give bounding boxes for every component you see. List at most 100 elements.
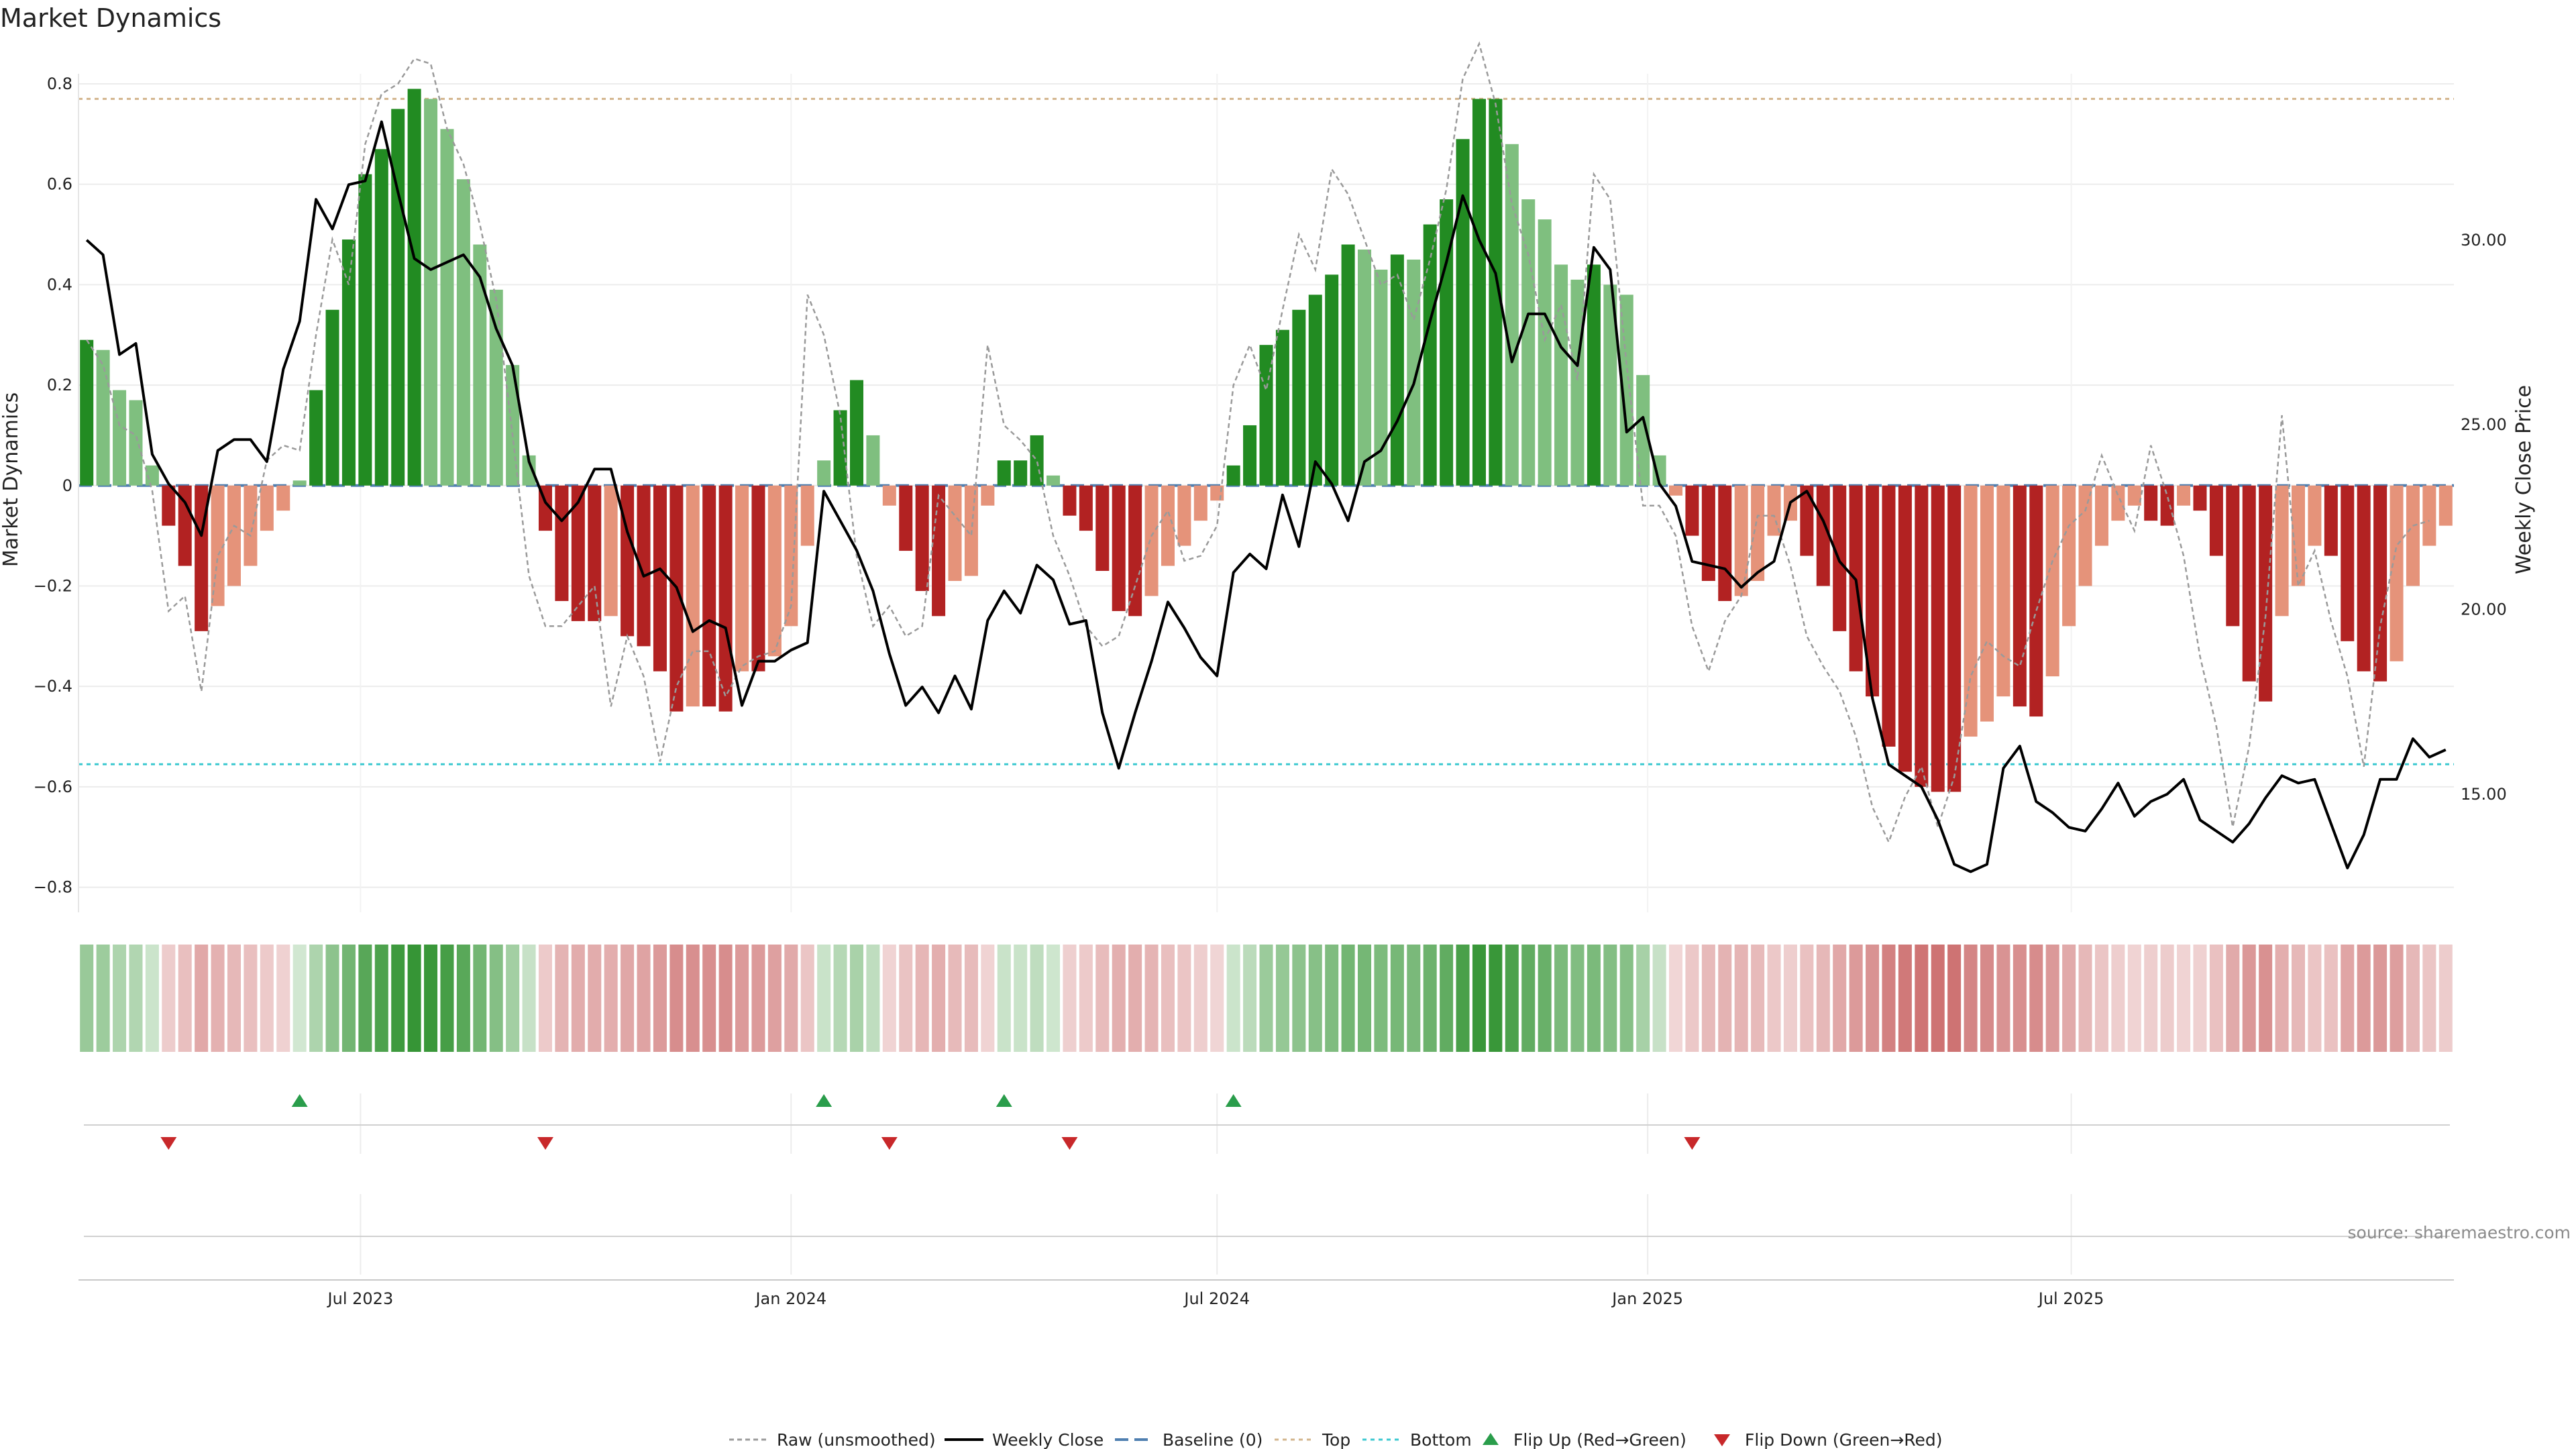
dynamics-bar xyxy=(1193,485,1208,521)
heat-strip-cell xyxy=(1275,945,1289,1052)
flip-down-marker xyxy=(537,1137,553,1150)
heat-strip-cell xyxy=(2111,945,2125,1052)
dynamics-bar xyxy=(1538,219,1552,486)
flip-up-marker xyxy=(1225,1094,1242,1107)
heat-strip-cell xyxy=(358,945,372,1052)
heat-strip-cell xyxy=(784,945,798,1052)
heat-strip-cell xyxy=(1489,945,1503,1052)
dynamics-bar xyxy=(2226,485,2240,627)
heat-strip-cell xyxy=(882,945,896,1052)
heat-strip-cell xyxy=(341,945,356,1052)
dynamics-bar xyxy=(2373,485,2387,682)
dynamics-bar xyxy=(162,485,176,526)
heat-strip-cell xyxy=(866,945,880,1052)
heat-strip-cell xyxy=(456,945,470,1052)
dynamics-bar xyxy=(621,485,635,637)
heat-strip-cell xyxy=(211,945,225,1052)
dynamics-bar xyxy=(1964,485,1978,737)
heat-strip-cell xyxy=(2160,945,2174,1052)
heat-strip-cell xyxy=(1046,945,1061,1052)
y-tick-label: 0 xyxy=(62,476,72,495)
heat-strip-cell xyxy=(1063,945,1077,1052)
heat-strip-cell xyxy=(2012,945,2027,1052)
heat-strip-cell xyxy=(1833,945,1847,1052)
dynamics-bar xyxy=(932,485,946,616)
heat-strip-cell xyxy=(964,945,978,1052)
dynamics-bar xyxy=(424,99,438,486)
heat-strip-cell xyxy=(1144,945,1159,1052)
heat-strip-cell xyxy=(1685,945,1699,1052)
heat-strip-cell xyxy=(1456,945,1470,1052)
dynamics-bar xyxy=(1718,485,1732,601)
heat-strip-cell xyxy=(2127,945,2141,1052)
heat-strip-cell xyxy=(2357,945,2371,1052)
heat-strip-cell xyxy=(915,945,929,1052)
dynamics-bar xyxy=(1603,284,1617,486)
heat-strip-cell xyxy=(1079,945,1093,1052)
heat-strip-cell xyxy=(686,945,700,1052)
dynamics-bar xyxy=(1898,485,1912,772)
dynamics-bar xyxy=(1243,425,1257,486)
dynamics-bar xyxy=(669,485,684,712)
dynamics-bar xyxy=(1701,485,1715,581)
dynamics-bar xyxy=(489,289,503,486)
dynamics-bar xyxy=(1931,485,1945,792)
heat-strip-cell xyxy=(1783,945,1797,1052)
y-tick-label: −0.4 xyxy=(34,677,72,696)
heat-strip-cell xyxy=(981,945,995,1052)
right-axis-label: Weekly Close Price xyxy=(2512,385,2536,574)
heat-strip-cell xyxy=(2438,945,2453,1052)
heat-strip-cell xyxy=(1193,945,1208,1052)
heat-strip-cell xyxy=(1210,945,1224,1052)
heat-strip-cell xyxy=(2045,945,2059,1052)
dynamics-bar xyxy=(1374,269,1388,486)
heat-strip-cell xyxy=(178,945,192,1052)
heat-strip-cell xyxy=(2078,945,2092,1052)
dynamics-bar xyxy=(1325,274,1339,486)
dynamics-bar xyxy=(129,400,143,486)
dynamics-bar xyxy=(309,390,323,486)
flip-down-marker xyxy=(1061,1137,1078,1150)
y-tick-label: −0.2 xyxy=(34,576,72,595)
dynamics-bar xyxy=(1095,485,1110,572)
dynamics-bar xyxy=(1161,485,1175,566)
dynamics-bar xyxy=(1014,460,1028,486)
dynamics-bar xyxy=(113,390,127,486)
heat-strip-cell xyxy=(1358,945,1372,1052)
heat-strip-cell xyxy=(522,945,536,1052)
dynamics-bar xyxy=(1685,485,1699,536)
dynamics-bar xyxy=(604,485,618,616)
dynamics-bar xyxy=(341,239,356,486)
dynamics-bar xyxy=(1407,259,1421,486)
dynamics-bar xyxy=(2275,485,2289,616)
legend-top-label: Top xyxy=(1322,1430,1350,1449)
heat-strip-cell xyxy=(571,945,585,1052)
heat-strip-cell xyxy=(1440,945,1454,1052)
heat-strip-cell xyxy=(374,945,388,1052)
dynamics-bar xyxy=(915,485,929,591)
heat-strip-cell xyxy=(1030,945,1044,1052)
dynamics-bar xyxy=(751,485,765,672)
dynamics-bar xyxy=(686,485,700,707)
heat-strip-cell xyxy=(1177,945,1191,1052)
heat-strip-cell xyxy=(1947,945,1962,1052)
heat-strip-cell xyxy=(1800,945,1814,1052)
y-tick-label: −0.8 xyxy=(34,878,72,897)
dynamics-bar xyxy=(849,380,863,486)
dynamics-bar xyxy=(325,309,339,486)
heat-strip-cell xyxy=(292,945,307,1052)
heat-strip-cell xyxy=(718,945,733,1052)
heat-strip-cell xyxy=(2226,945,2240,1052)
dynamics-bar xyxy=(1652,455,1666,486)
dynamics-bar xyxy=(407,89,421,486)
dynamics-bar xyxy=(244,485,258,566)
heat-strip-cell xyxy=(1325,945,1339,1052)
heat-strip-cell xyxy=(555,945,569,1052)
dynamics-bar xyxy=(784,485,798,627)
heat-strip-cell xyxy=(932,945,946,1052)
heat-strip-cell xyxy=(309,945,323,1052)
dynamics-bar xyxy=(2177,485,2191,506)
dynamics-bar xyxy=(1456,139,1470,486)
dynamics-bar xyxy=(2308,485,2322,546)
heat-strip-cell xyxy=(2324,945,2338,1052)
